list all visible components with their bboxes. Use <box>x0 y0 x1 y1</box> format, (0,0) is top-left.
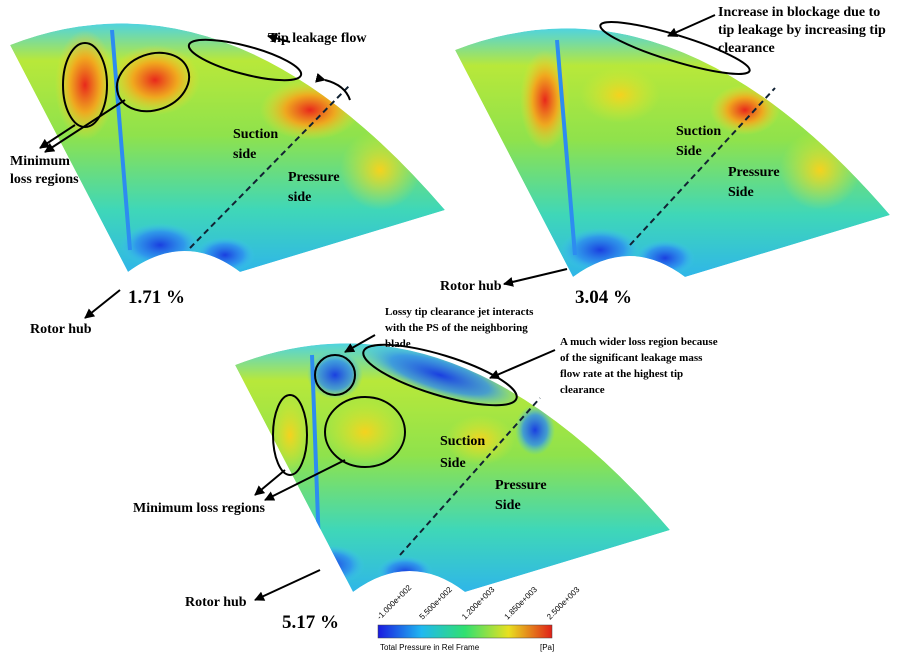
annotation: Suction <box>233 127 278 142</box>
ellipse <box>599 21 751 75</box>
colorbar-tick-label: 5.500e+002 <box>418 585 455 622</box>
colorbar-tick-label: 1.850e+003 <box>503 585 540 622</box>
annotation: loss regions <box>10 172 79 187</box>
annotation: Rotor hub <box>185 595 247 610</box>
annotation: A much wider loss region because <box>560 336 718 348</box>
annotation: side <box>288 190 311 205</box>
annotation: Increase in blockage due to <box>718 5 880 20</box>
arrow <box>264 459 346 501</box>
annotation: Pressure <box>288 170 340 185</box>
annotation: tip leakage by increasing tip <box>718 23 886 38</box>
ellipse <box>324 396 406 468</box>
annotation: blade <box>385 338 411 350</box>
annotation: Tip leakage flow <box>268 31 367 46</box>
arrow <box>315 72 351 101</box>
colorbar-tick-label: 2.500e+003 <box>545 585 582 622</box>
annotation: Suction <box>440 434 485 449</box>
arrow <box>267 33 291 44</box>
annotation: Side <box>676 144 702 159</box>
panel-label: 3.04 % <box>575 287 632 308</box>
annotation: clearance <box>718 41 775 56</box>
arrow <box>254 569 321 601</box>
arrow <box>84 289 121 319</box>
ellipse <box>362 343 518 407</box>
colorbar-ticks: -1.000e+002 5.500e+002 1.200e+003 1.850e+00… <box>375 583 582 622</box>
colorbar-title: Total Pressure in Rel Frame <box>380 643 480 652</box>
annotation: Side <box>728 185 754 200</box>
arrow <box>344 334 376 353</box>
annotation: Side <box>440 456 466 471</box>
annotation: Pressure <box>728 165 780 180</box>
colorbar <box>377 624 553 639</box>
colorbar-tick-label: -1.000e+002 <box>375 583 414 622</box>
ellipse <box>314 354 356 396</box>
annotation: Lossy tip clearance jet interacts <box>385 306 534 318</box>
arrow <box>44 99 126 153</box>
annotation: Minimum loss regions <box>133 501 266 516</box>
panel-label: 1.71 % <box>128 287 185 308</box>
arrow <box>503 268 568 287</box>
annotation: flow rate at the highest tip <box>560 368 683 380</box>
annotation: clearance <box>560 384 605 396</box>
annotation: Rotor hub <box>30 322 92 337</box>
annotation: Suction <box>676 124 721 139</box>
blade-line <box>399 397 541 556</box>
contour-panel <box>455 28 890 278</box>
arrow <box>489 349 556 380</box>
arrow <box>667 14 716 37</box>
annotation: side <box>233 147 256 162</box>
ellipse <box>115 51 191 113</box>
annotation: Side <box>495 498 521 513</box>
blade-line <box>629 87 776 246</box>
ellipse <box>187 38 303 82</box>
annotation: Rotor hub <box>440 279 502 294</box>
arrow <box>254 469 286 496</box>
annotation: of the significant leakage mass <box>560 352 703 364</box>
ellipse <box>272 394 308 476</box>
panel-label: 5.17 % <box>282 612 339 633</box>
blade-line <box>189 84 351 249</box>
annotation: Pressure <box>495 478 547 493</box>
contour-panel <box>10 23 445 273</box>
annotation: with the PS of the neighboring <box>385 322 528 334</box>
colorbar-unit: [Pa] <box>540 643 554 652</box>
annotation: Minimum <box>10 154 70 169</box>
